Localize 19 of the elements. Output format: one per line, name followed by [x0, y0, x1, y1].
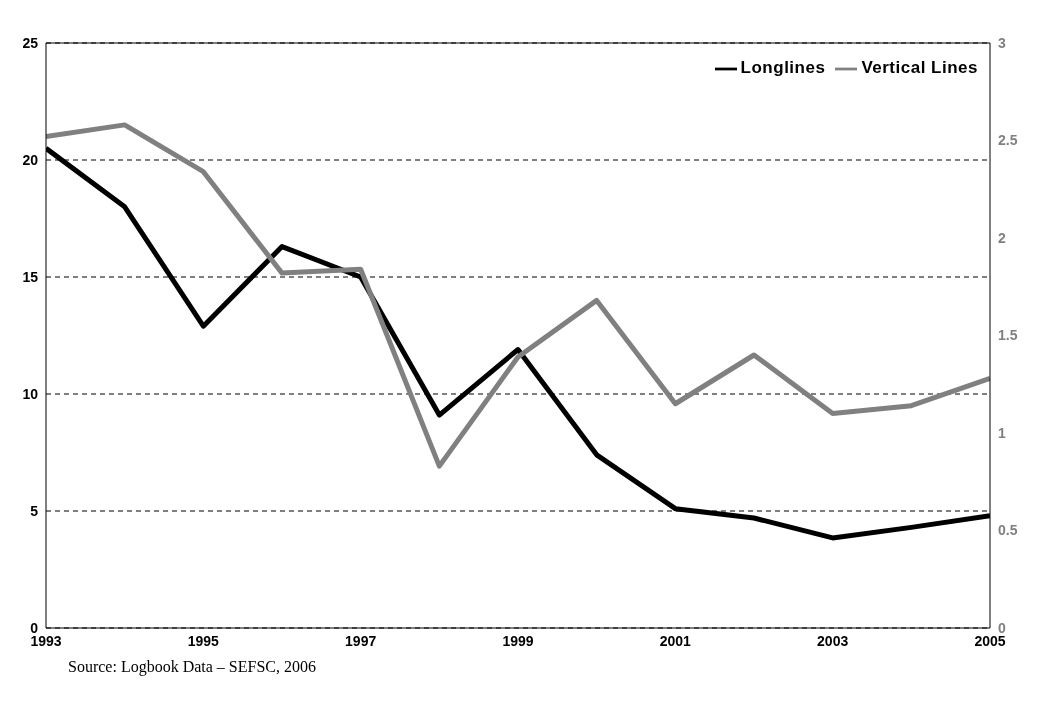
- y2-tick-label: 1.5: [998, 327, 1018, 344]
- y-tick-label: 15: [22, 268, 39, 285]
- x-tick-label: 1995: [187, 632, 220, 649]
- y2-tick-label: 3: [998, 34, 1006, 51]
- y2-tick-label: 0.5: [998, 522, 1018, 539]
- y2-tick-label: 1: [998, 424, 1006, 441]
- source-note: Source: Logbook Data – SEFSC, 2006: [68, 658, 317, 676]
- legend-label: Longlines: [740, 58, 826, 78]
- x-tick-label: 2003: [817, 632, 849, 649]
- y2-tick-label: 2.5: [998, 132, 1018, 149]
- x-tick-label: 1997: [345, 632, 377, 649]
- y-tick-label: 10: [22, 385, 39, 402]
- x-tick-label: 2001: [659, 632, 692, 649]
- legend-label: Vertical Lines: [861, 58, 978, 78]
- y-tick-label: 25: [22, 34, 39, 51]
- y-tick-label: 5: [30, 502, 39, 519]
- y2-tick-label: 2: [998, 229, 1006, 246]
- x-tick-label: 1999: [502, 632, 534, 649]
- y-tick-label: 20: [22, 151, 39, 168]
